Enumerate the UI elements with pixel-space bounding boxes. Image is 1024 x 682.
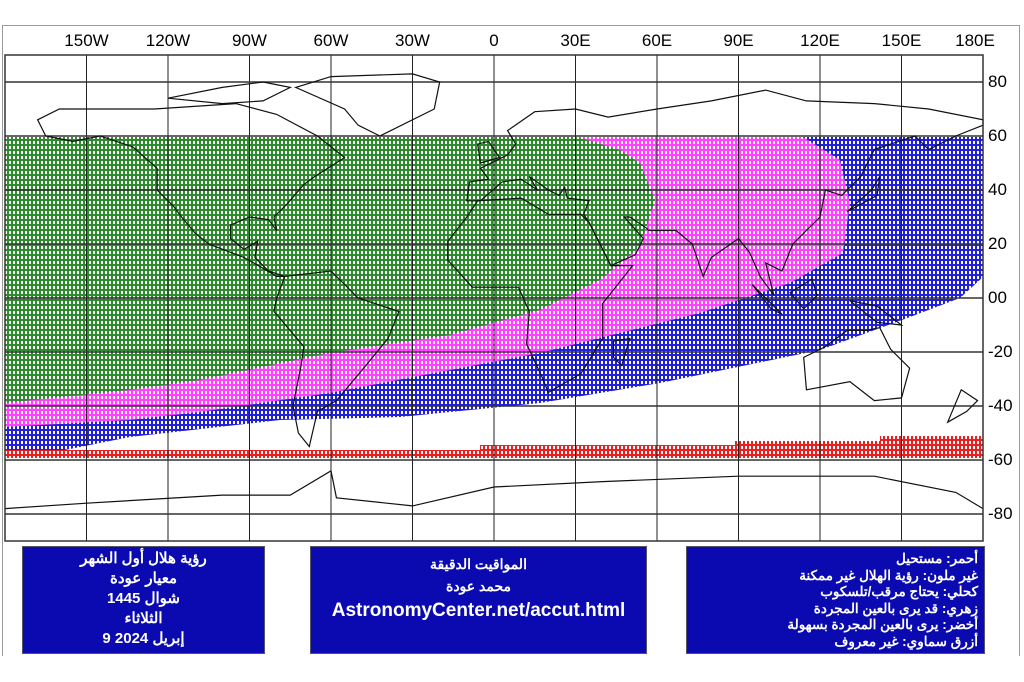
coastline-new-guinea <box>849 300 904 326</box>
latitude-label: -20 <box>988 342 1013 361</box>
latitude-label: 20 <box>988 234 1007 253</box>
coastline-eurasia <box>466 89 984 296</box>
latitude-label: 80 <box>988 72 1007 91</box>
longitude-label: 90W <box>232 31 267 50</box>
info-date: 9 إبريل 2024 <box>102 630 185 647</box>
map-border <box>4 54 984 542</box>
legend-uncolored: غير ملون: رؤية الهلال غير ممكنة <box>799 567 978 583</box>
latitude-label: 00 <box>988 288 1007 307</box>
coastline-britain <box>477 140 501 164</box>
map-frame <box>2 25 1020 656</box>
info-box: رؤية هلال أول الشهر معيار عودة شوال 1445… <box>22 546 265 654</box>
legend-red: أحمر: مستحيل <box>896 551 978 566</box>
credit-url: AstronomyCenter.net/accut.html <box>331 600 626 621</box>
latitude-label: -80 <box>988 504 1013 523</box>
info-criterion: معيار عودة <box>109 570 178 587</box>
longitude-label: 120E <box>800 31 840 50</box>
coastline-south-america <box>273 270 400 448</box>
latitude-label: -40 <box>988 396 1013 415</box>
legend-box: أحمر: مستحيل غير ملون: رؤية الهلال غير م… <box>686 546 985 654</box>
coastline-japan <box>846 176 881 213</box>
legend-green: أخضر: يرى بالعين المجردة بسهولة <box>787 617 978 632</box>
coastline-canadian-islands <box>167 81 293 105</box>
latitude-label: -60 <box>988 450 1013 469</box>
coastline-australia <box>803 327 911 402</box>
info-weekday: الثلاثاء <box>124 610 163 627</box>
legend-navy: كحلي: يحتاج مرقب/تلسكوب <box>820 584 978 599</box>
longitude-label: 90E <box>723 31 754 50</box>
info-title: رؤية هلال أول الشهر <box>80 550 207 567</box>
longitude-label: 60W <box>313 31 349 50</box>
legend-pink: زهري: قد يرى بالعين المجردة <box>813 600 978 616</box>
longitude-label: 30W <box>395 31 430 50</box>
longitude-label: 0 <box>489 31 499 50</box>
coastline-africa <box>447 197 634 394</box>
longitude-label: 150E <box>881 31 922 50</box>
latitude-label: 60 <box>988 126 1007 145</box>
longitude-label: 120W <box>145 31 191 50</box>
coastline-new-zealand <box>946 388 979 424</box>
legend-cyan: أزرق سماوي: غير معروف <box>834 633 978 649</box>
credit-title: المواقيت الدقيقة <box>430 556 527 572</box>
coastline-borneo <box>789 278 818 310</box>
longitude-label: 150W <box>64 31 109 50</box>
credit-author: محمد عودة <box>445 578 512 594</box>
longitude-label: 180E <box>955 31 995 50</box>
latitude-label: 40 <box>988 180 1007 199</box>
longitude-label: 60E <box>641 31 673 50</box>
coastline-antarctica <box>4 469 984 510</box>
coastline-sumatra <box>751 284 783 315</box>
longitude-label: 30E <box>560 31 591 50</box>
coastline-madagascar <box>612 337 631 367</box>
info-month: شوال 1445 <box>107 590 180 607</box>
credit-box: المواقيت الدقيقة محمد عودة AstronomyCent… <box>310 546 647 654</box>
coastline-greenland <box>293 73 441 137</box>
coastline-north-america <box>36 102 346 277</box>
